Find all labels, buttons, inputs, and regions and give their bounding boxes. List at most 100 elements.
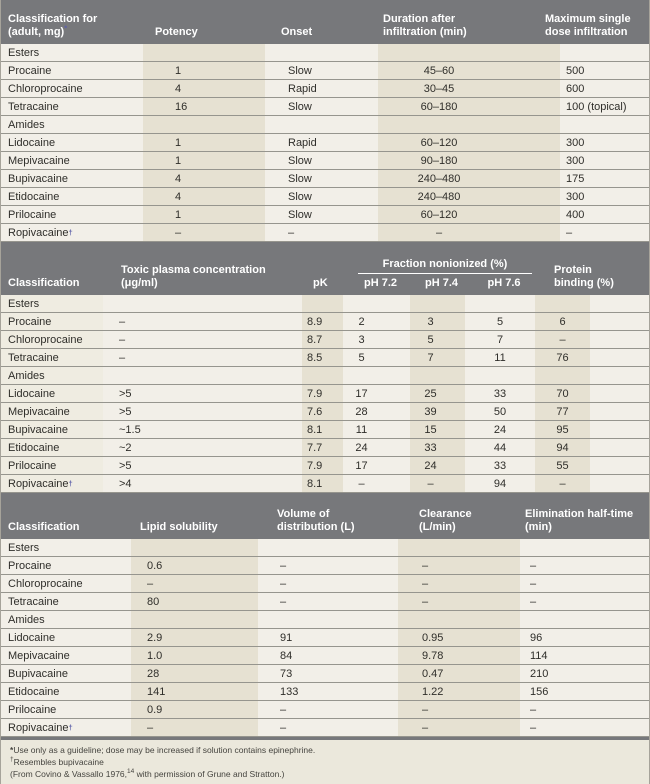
value-cell: 6	[535, 313, 590, 330]
classification-cell: Ropivacaine †	[0, 719, 131, 736]
value-cell: 600	[560, 80, 650, 97]
value-cell: 70	[535, 385, 590, 402]
value-cell: 141	[131, 683, 258, 700]
value-cell: –	[103, 313, 302, 330]
value-cell: 2.9	[131, 629, 258, 646]
value-cell	[103, 367, 302, 384]
header-line: Classification for	[8, 13, 98, 25]
value-cell: –	[398, 719, 520, 736]
classification-cell: Etidocaine	[0, 439, 103, 456]
table-dosage-header: Classification for (adult, mg)* Potency …	[0, 0, 650, 44]
header-duration: Duration after infiltration (min)	[378, 13, 540, 44]
header-toxic-plasma: Toxic plasma concentration (μg/ml)	[103, 264, 302, 295]
table-row: Chloroprocaine 4 Rapid 30–45 600	[0, 80, 650, 98]
value-cell: 1	[143, 206, 265, 223]
value-cell: ~1.5	[103, 421, 302, 438]
table-pharmacology-header: Classification Toxic plasma concentratio…	[0, 242, 650, 295]
value-cell: –	[258, 701, 398, 718]
table-row: Bupivacaine 4 Slow 240–480 175	[0, 170, 650, 188]
value-cell: 11	[343, 421, 410, 438]
value-cell: 24	[410, 457, 465, 474]
classification-cell: Esters	[0, 44, 143, 61]
classification-cell: Ropivacaine †	[0, 475, 103, 492]
classification-cell: Chloroprocaine	[0, 331, 103, 348]
value-cell	[590, 385, 650, 402]
value-cell: 7	[410, 349, 465, 366]
value-cell: –	[143, 224, 265, 241]
value-cell	[265, 44, 378, 61]
value-cell: >5	[103, 403, 302, 420]
value-cell: 25	[410, 385, 465, 402]
value-cell: 210	[520, 665, 650, 682]
section-row: Amides	[0, 611, 650, 629]
asterisk-mark: *	[64, 23, 68, 33]
value-cell: –	[398, 557, 520, 574]
table-row: Procaine 1 Slow 45–60 500	[0, 62, 650, 80]
value-cell: 8.1	[302, 475, 343, 492]
table-row: Ropivacaine † – – – –	[0, 719, 650, 737]
value-cell: 0.9	[131, 701, 258, 718]
value-cell: 1	[143, 62, 265, 79]
classification-cell: Procaine	[0, 313, 103, 330]
value-cell: >5	[103, 385, 302, 402]
value-cell: 4	[143, 188, 265, 205]
classification-cell: Lidocaine	[0, 629, 131, 646]
value-cell	[343, 295, 410, 312]
value-cell: Slow	[265, 62, 378, 79]
classification-cell: Amides	[0, 367, 103, 384]
table-row: Ropivacaine † – – – –	[0, 224, 650, 242]
classification-cell: Ropivacaine †	[0, 224, 143, 241]
value-cell	[590, 313, 650, 330]
value-cell	[590, 439, 650, 456]
value-cell	[302, 295, 343, 312]
value-cell: 11	[465, 349, 535, 366]
table-row: Etidocaine ~2 7.7 24 33 44 94	[0, 439, 650, 457]
value-cell: 60–120	[378, 206, 560, 223]
table-pharmacology: Classification Toxic plasma concentratio…	[0, 242, 650, 493]
table-row: Lidocaine >5 7.9 17 25 33 70	[0, 385, 650, 403]
table-dosage-rows: Esters Procaine 1 Slow 45–60 500 Chloroprocain…	[0, 44, 650, 242]
classification-cell: Chloroprocaine	[0, 80, 143, 97]
classification-cell: Tetracaine	[0, 98, 143, 115]
header-lipid-solubility: Lipid solubility	[140, 521, 218, 533]
value-cell: 240–480	[378, 170, 560, 187]
header-ph-72: pH 7.2	[363, 277, 397, 289]
value-cell: 2	[343, 313, 410, 330]
header-classification-adult: Classification for (adult, mg)*	[0, 13, 143, 44]
value-cell: 44	[465, 439, 535, 456]
value-cell: 0.95	[398, 629, 520, 646]
header-ph-76: pH 7.6	[487, 277, 521, 289]
classification-cell: Procaine	[0, 62, 143, 79]
value-cell: 7.7	[302, 439, 343, 456]
footnote-source: (From Covino & Vassallo 1976,14 with per…	[10, 768, 650, 780]
value-cell: 16	[143, 98, 265, 115]
table-row: Mepivacaine >5 7.6 28 39 50 77	[0, 403, 650, 421]
header-elimination-half-time: Elimination half-time (min)	[520, 508, 650, 539]
value-cell: –	[520, 593, 650, 610]
table-row: Tetracaine –8.5 5 7 11 76	[0, 349, 650, 367]
classification-cell: Lidocaine	[0, 134, 143, 151]
value-cell: >4	[103, 475, 302, 492]
value-cell: 77	[535, 403, 590, 420]
header-line: Duration after	[383, 13, 456, 25]
header-max-dose: Maximum single dose infiltration	[540, 13, 650, 44]
table-dosage: Classification for (adult, mg)* Potency …	[0, 0, 650, 242]
value-cell: 90–180	[378, 152, 560, 169]
value-cell: –	[520, 575, 650, 592]
table-row: Lidocaine 1 Rapid 60–120 300	[0, 134, 650, 152]
header-fraction-nonionized-group: Fraction nonionized (%) pH 7.2 pH 7.4 pH…	[343, 258, 535, 295]
value-cell: 60–180	[378, 98, 560, 115]
table-row: Mepivacaine 1.0 84 9.78 114	[0, 647, 650, 665]
header-clearance: Clearance (L/min)	[398, 508, 520, 539]
header-line: (L/min)	[419, 521, 456, 533]
classification-cell: Prilocaine	[0, 206, 143, 223]
value-cell: Rapid	[265, 80, 378, 97]
table-row: Mepivacaine 1 Slow 90–180 300	[0, 152, 650, 170]
header-classification: Classification	[8, 277, 80, 289]
header-line: Volume of	[277, 508, 330, 520]
table-kinetics-header: Classification Lipid solubility Volume o…	[0, 493, 650, 539]
value-cell	[535, 295, 590, 312]
table-row: Bupivacaine 28 73 0.47 210	[0, 665, 650, 683]
classification-cell: Mepivacaine	[0, 647, 131, 664]
